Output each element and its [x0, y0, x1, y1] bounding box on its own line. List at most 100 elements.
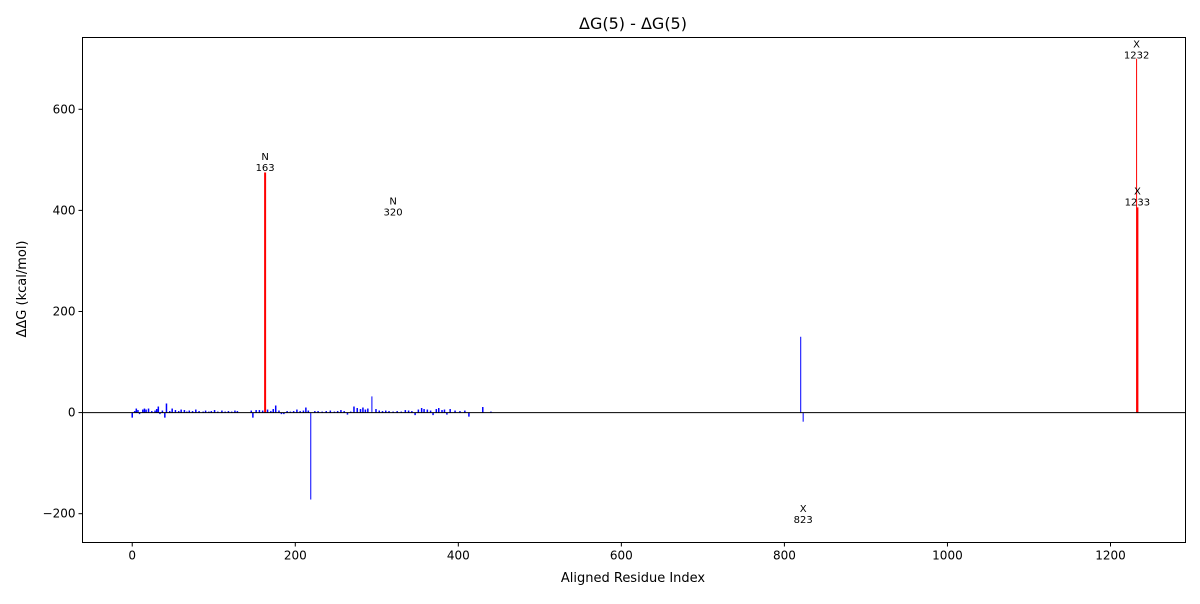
- bar: [802, 412, 804, 422]
- bar: [191, 411, 194, 413]
- bar: [278, 410, 280, 413]
- y-tick-label: 600: [53, 102, 76, 116]
- bar: [236, 411, 239, 413]
- bar: [349, 411, 352, 413]
- bar: [274, 405, 277, 413]
- bar: [270, 411, 272, 413]
- bar: [343, 411, 345, 413]
- bar: [159, 412, 161, 415]
- bar: [296, 409, 298, 413]
- x-tick-label: 1200: [1095, 549, 1126, 563]
- x-tick-label: 0: [128, 549, 136, 563]
- bar: [329, 410, 332, 413]
- bar: [356, 408, 358, 413]
- bar: [367, 408, 369, 413]
- bar: [404, 410, 407, 413]
- bar: [420, 408, 423, 413]
- bar: [171, 408, 173, 413]
- bar: [396, 411, 398, 413]
- y-axis-label: ΔΔG (kcal/mol): [15, 241, 30, 338]
- bar: [165, 403, 168, 413]
- annotation-label: X: [1134, 186, 1141, 197]
- bar: [258, 410, 261, 413]
- bar: [362, 407, 364, 413]
- bar: [234, 410, 236, 413]
- bar: [135, 408, 138, 413]
- bar: [198, 411, 200, 413]
- plot-frame: [82, 37, 1186, 543]
- bar: [155, 409, 158, 413]
- bar: [283, 412, 285, 415]
- x-ticks: 0 200 400 600 800 1000 1200: [128, 542, 1126, 563]
- bar: [157, 406, 160, 413]
- annotation-index: 320: [384, 207, 403, 218]
- bar: [151, 411, 153, 413]
- bar: [202, 411, 204, 413]
- chart-title: ΔG(5) - ΔG(5): [579, 14, 687, 33]
- bar: [385, 410, 387, 413]
- bar: [131, 412, 133, 418]
- bar: [213, 410, 216, 413]
- annotation-index: 823: [794, 515, 813, 526]
- x-axis-label: Aligned Residue Index: [561, 571, 706, 586]
- bar: [164, 412, 166, 418]
- bar: [454, 410, 456, 413]
- bar: [272, 409, 275, 413]
- annotation-index: 163: [256, 163, 275, 174]
- bar: [180, 409, 182, 413]
- bar: [482, 407, 484, 413]
- annotation-index: 1233: [1125, 197, 1150, 208]
- bar: [154, 410, 156, 413]
- y-tick-label: 0: [68, 406, 76, 420]
- bar: [400, 411, 403, 413]
- bar: [321, 411, 323, 413]
- bar: [227, 411, 230, 413]
- bar: [252, 412, 254, 418]
- x-tick-label: 800: [773, 549, 796, 563]
- bar: [490, 411, 492, 413]
- bar: [353, 406, 355, 413]
- bar: [314, 411, 316, 413]
- bar: [414, 412, 416, 416]
- annotation-label: N: [389, 196, 396, 207]
- bar: [446, 412, 448, 415]
- bar: [204, 410, 207, 413]
- bar: [195, 409, 197, 413]
- bar: [147, 408, 150, 413]
- bar: [183, 410, 186, 413]
- bar: [299, 411, 301, 413]
- bar: [429, 410, 432, 413]
- bar: [208, 411, 210, 413]
- bar: [432, 412, 434, 416]
- bar: [438, 408, 440, 413]
- bar: [302, 410, 305, 413]
- bar: [310, 412, 312, 500]
- bar: [210, 411, 213, 413]
- bar: [423, 409, 425, 413]
- bar: [168, 411, 171, 413]
- y-tick-label: −200: [43, 507, 76, 521]
- bar: [138, 412, 141, 415]
- x-tick-label: 1000: [932, 549, 963, 563]
- bar: [317, 411, 319, 413]
- bar: [255, 410, 257, 413]
- bar: [217, 411, 219, 413]
- bar: [381, 411, 384, 413]
- bar: [250, 410, 253, 413]
- bar: [407, 410, 410, 413]
- bar: [340, 410, 342, 413]
- bar: [161, 410, 164, 413]
- bar: [375, 409, 377, 413]
- bar: [468, 412, 470, 417]
- bar: [307, 410, 310, 413]
- bar: [286, 411, 288, 413]
- bar: [333, 411, 336, 413]
- bar: [441, 410, 443, 413]
- x-tick-label: 600: [610, 549, 633, 563]
- bar: [177, 411, 180, 413]
- bar: [371, 396, 373, 413]
- annotation-index: 1232: [1124, 51, 1149, 62]
- bar: [800, 336, 802, 413]
